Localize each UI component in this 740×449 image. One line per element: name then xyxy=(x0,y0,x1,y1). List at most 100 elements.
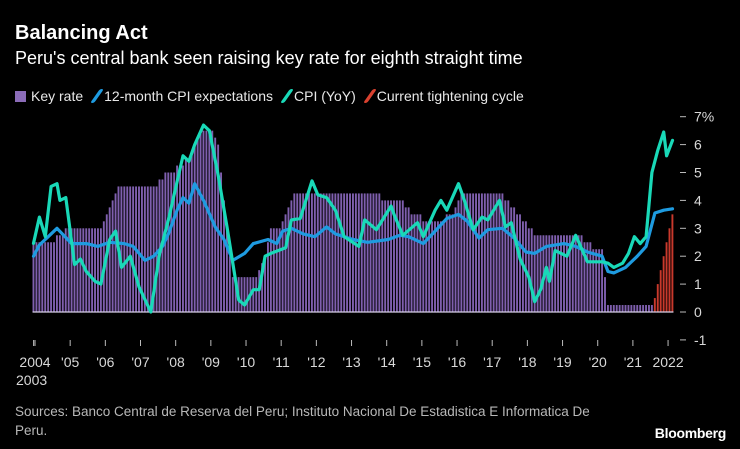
key-rate-bar xyxy=(609,305,612,312)
key-rate-bar xyxy=(111,200,114,312)
key-rate-bar xyxy=(372,193,375,312)
key-rate-bar xyxy=(577,235,580,312)
key-rate-bar xyxy=(460,193,463,312)
key-rate-bar xyxy=(94,228,96,312)
key-rate-bar xyxy=(565,235,568,312)
key-rate-bar xyxy=(539,235,542,312)
legend-label: CPI (YoY) xyxy=(294,88,356,104)
key-rate-bar xyxy=(73,228,76,312)
key-rate-bar xyxy=(519,214,521,312)
key-rate-bar xyxy=(419,214,422,312)
key-rate-bar xyxy=(527,228,530,312)
legend-swatch-key-rate xyxy=(15,90,26,102)
key-rate-bar xyxy=(55,235,58,312)
legend-label: Key rate xyxy=(31,88,84,104)
key-rate-bar xyxy=(431,221,434,312)
key-rate-bar xyxy=(425,221,428,312)
key-rate-bar xyxy=(76,228,79,312)
key-rate-bar xyxy=(196,137,199,313)
bloomberg-logo: Bloomberg xyxy=(654,425,727,441)
source-note: Sources: Banco Central de Reserva del Pe… xyxy=(15,404,590,438)
key-rate-bar xyxy=(384,200,387,312)
key-rate-bar xyxy=(428,221,431,312)
key-rate-bar xyxy=(390,200,392,312)
key-rate-bar xyxy=(606,305,609,312)
y-tick-label: 4 xyxy=(694,192,702,208)
key-rate-bar xyxy=(375,193,378,312)
y-tick-label: -1 xyxy=(694,332,707,348)
legend-item-tightening-cycle: Current tightening cycle xyxy=(362,88,524,104)
key-rate-bar xyxy=(463,193,466,312)
x-tick-label: 2004 xyxy=(19,354,50,370)
key-rate-bar xyxy=(352,193,354,312)
key-rate-bar xyxy=(246,277,249,313)
key-rate-bar xyxy=(82,228,85,312)
legend-label: Current tightening cycle xyxy=(376,88,524,104)
key-rate-bar xyxy=(454,207,457,313)
tightening-bar xyxy=(671,214,674,312)
key-rate-bar xyxy=(627,305,630,312)
key-rate-bar xyxy=(501,193,504,312)
key-rate-bar xyxy=(50,242,53,312)
key-rate-bar xyxy=(79,228,82,312)
key-rate-bar xyxy=(574,235,577,312)
key-rate-bar xyxy=(498,193,501,312)
key-rate-bar xyxy=(255,277,258,313)
y-tick-label: 0 xyxy=(694,304,702,320)
key-rate-bar xyxy=(571,235,574,312)
key-rate-bar xyxy=(618,305,621,312)
key-rate-bar xyxy=(337,193,340,312)
key-rate-bar xyxy=(220,172,223,312)
key-rate-bar xyxy=(560,235,562,312)
x-tick-label: '21 xyxy=(624,354,642,370)
key-rate-bar xyxy=(393,200,395,312)
x-tick-label: '20 xyxy=(589,354,607,370)
key-rate-bar xyxy=(346,193,349,312)
key-rate-bar xyxy=(343,193,346,312)
key-rate-bar xyxy=(146,186,149,312)
key-rate-bar xyxy=(108,207,111,313)
key-rate-bar xyxy=(217,144,220,312)
tightening-bar xyxy=(665,242,668,312)
key-rate-bar xyxy=(88,228,91,312)
x-tick-label: '06 xyxy=(96,354,114,370)
key-rate-bar xyxy=(633,305,636,312)
key-rate-bar xyxy=(586,242,589,312)
key-rate-bar xyxy=(158,179,161,312)
key-rate-bar xyxy=(369,193,372,312)
key-rate-bar xyxy=(448,214,451,312)
key-rate-bar xyxy=(516,214,519,312)
key-rate-bar xyxy=(398,200,401,312)
legend-item-key-rate: Key rate xyxy=(15,88,83,104)
x-tick-label: 2022 xyxy=(652,354,683,370)
key-rate-bar xyxy=(478,193,480,312)
key-rate-bar xyxy=(35,242,38,312)
key-rate-bar xyxy=(132,186,135,312)
key-rate-bar xyxy=(381,200,384,312)
key-rate-bar xyxy=(290,200,293,312)
y-tick-label: 6 xyxy=(694,137,702,153)
key-rate-bar xyxy=(630,305,633,312)
key-rate-bar xyxy=(395,200,398,312)
key-rate-bar xyxy=(193,144,196,312)
key-rate-bar xyxy=(138,186,140,312)
key-rate-bar xyxy=(378,193,381,312)
x-axis: 2003 2004 '05 '06 '07 '08 '09 '10 '11 '12 '13 '14 '1… xyxy=(16,340,684,388)
x-tick-label: '15 xyxy=(413,354,431,370)
x-tick-label: '10 xyxy=(237,354,255,370)
key-rate-bar xyxy=(173,172,176,312)
key-rate-bar xyxy=(404,207,407,313)
key-rate-bar xyxy=(648,305,650,312)
x-tick-label: '12 xyxy=(307,354,325,370)
legend: Key rate 12-month CPI expectations CPI (… xyxy=(15,88,524,104)
key-rate-bar xyxy=(483,193,486,312)
key-rate-bar xyxy=(114,193,117,312)
key-rate-bar xyxy=(275,228,278,312)
key-rate-bar xyxy=(143,186,146,312)
key-rate-bar xyxy=(457,200,460,312)
key-rate-bar xyxy=(469,193,472,312)
key-rate-bar xyxy=(650,305,653,312)
key-rate-bar xyxy=(38,242,41,312)
key-rate-bar xyxy=(99,228,102,312)
key-rate-bar xyxy=(595,249,598,312)
